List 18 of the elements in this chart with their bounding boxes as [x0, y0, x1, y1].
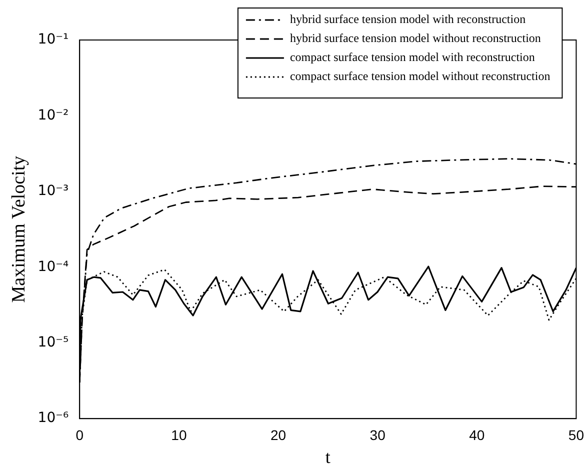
y-axis-title: Maximum Velocity: [8, 155, 30, 303]
legend-label: hybrid surface tension model without reconstruction: [290, 31, 541, 46]
legend-label: hybrid surface tension model with reconstruction: [290, 12, 526, 26]
y-tick-label: 10⁻³: [38, 183, 69, 200]
x-tick-label: 20: [270, 426, 286, 443]
x-tick-label: 40: [469, 426, 485, 443]
legend-label: compact surface tension model with reconstruction: [290, 50, 535, 64]
y-tick-label: 10⁻¹: [38, 32, 69, 48]
x-tick-label: 30: [370, 426, 386, 443]
x-tick-label: 10: [171, 426, 187, 443]
y-tick-label: 10⁻⁶: [38, 410, 69, 426]
x-axis-title: t: [325, 446, 330, 467]
legend-label: compact surface tension model without reconstruction: [290, 69, 550, 84]
y-tick-label: 10⁻⁵: [38, 334, 69, 351]
y-tick-label: 10⁻⁴: [38, 258, 69, 275]
x-tick-label: 0: [76, 426, 84, 443]
x-tick-label: 50: [568, 426, 584, 443]
y-tick-label: 10⁻²: [38, 107, 69, 124]
